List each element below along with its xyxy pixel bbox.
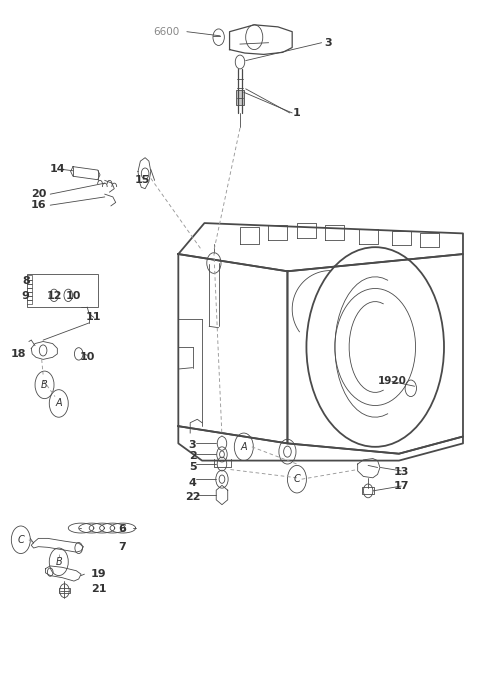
Text: 16: 16 [31, 200, 46, 210]
Text: 6: 6 [119, 525, 126, 534]
Text: 18: 18 [11, 349, 26, 359]
Text: 5: 5 [189, 462, 196, 473]
Text: 21: 21 [91, 584, 107, 594]
Text: 1920: 1920 [377, 376, 406, 387]
Text: 4: 4 [189, 478, 196, 489]
Bar [59, 588, 70, 593]
Text: B: B [41, 380, 48, 390]
Text: A: A [56, 398, 62, 409]
Text: 17: 17 [394, 481, 409, 491]
Text: 3: 3 [189, 440, 196, 450]
Text: 14: 14 [49, 164, 65, 174]
Text: 2: 2 [189, 451, 196, 461]
Text: B: B [55, 557, 62, 567]
Text: 13: 13 [394, 467, 409, 477]
Text: 7: 7 [119, 541, 126, 552]
Text: 6600: 6600 [153, 26, 180, 37]
Text: 20: 20 [31, 189, 46, 199]
Text: 8: 8 [23, 276, 30, 286]
Bar [236, 90, 244, 105]
Text: 22: 22 [185, 492, 200, 502]
Text: 10: 10 [65, 291, 81, 301]
Text: 1: 1 [293, 108, 301, 118]
Text: 19: 19 [91, 569, 107, 579]
Text: C: C [17, 535, 24, 545]
Text: C: C [294, 474, 300, 484]
Text: 9: 9 [22, 291, 29, 301]
Text: 12: 12 [46, 291, 62, 301]
Bar [362, 487, 374, 494]
Text: 3: 3 [324, 37, 332, 48]
Bar [26, 274, 97, 307]
Text: A: A [240, 442, 247, 452]
Text: 11: 11 [86, 312, 102, 323]
Text: 10: 10 [80, 353, 95, 362]
Text: 15: 15 [135, 176, 150, 185]
